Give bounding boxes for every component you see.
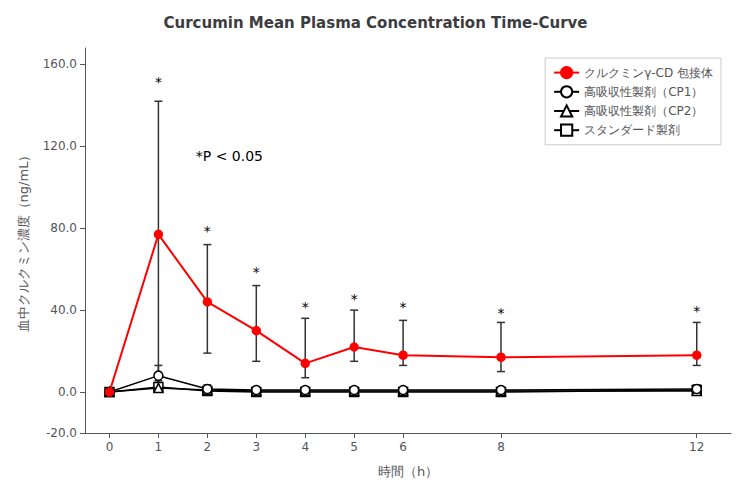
svg-text:5: 5 (350, 440, 358, 454)
svg-text:*: * (351, 291, 358, 307)
svg-text:時間（h）: 時間（h） (378, 464, 438, 479)
svg-text:0.0: 0.0 (58, 385, 77, 399)
svg-text:クルクミンγ-CD 包接体: クルクミンγ-CD 包接体 (584, 66, 713, 80)
svg-text:40.0: 40.0 (50, 303, 77, 317)
svg-text:*P < 0.05: *P < 0.05 (196, 148, 263, 164)
svg-text:Curcumin Mean Plasma Concentra: Curcumin Mean Plasma Concentration Time-… (164, 14, 588, 32)
svg-text:12: 12 (689, 440, 704, 454)
svg-text:*: * (155, 74, 162, 90)
svg-text:4: 4 (301, 440, 309, 454)
svg-text:0: 0 (106, 440, 114, 454)
svg-text:3: 3 (252, 440, 260, 454)
svg-text:80.0: 80.0 (50, 221, 77, 235)
svg-text:*: * (253, 264, 260, 280)
svg-text:*: * (400, 299, 407, 315)
svg-text:120.0: 120.0 (43, 139, 77, 153)
svg-text:2: 2 (204, 440, 212, 454)
svg-text:*: * (693, 303, 700, 319)
svg-text:スタンダード製剤: スタンダード製剤 (584, 123, 680, 137)
svg-text:血中クルクミン濃度（ng/mL）: 血中クルクミン濃度（ng/mL） (16, 149, 31, 333)
svg-text:-20.0: -20.0 (46, 426, 77, 440)
svg-text:160.0: 160.0 (43, 57, 77, 71)
svg-text:高吸収性製剤（CP2）: 高吸収性製剤（CP2） (584, 104, 703, 118)
svg-text:*: * (497, 305, 504, 321)
svg-text:*: * (302, 299, 309, 315)
svg-text:6: 6 (399, 440, 407, 454)
svg-text:*: * (204, 223, 211, 239)
svg-text:8: 8 (497, 440, 505, 454)
svg-text:高吸収性製剤（CP1）: 高吸収性製剤（CP1） (584, 85, 703, 99)
svg-text:1: 1 (155, 440, 163, 454)
